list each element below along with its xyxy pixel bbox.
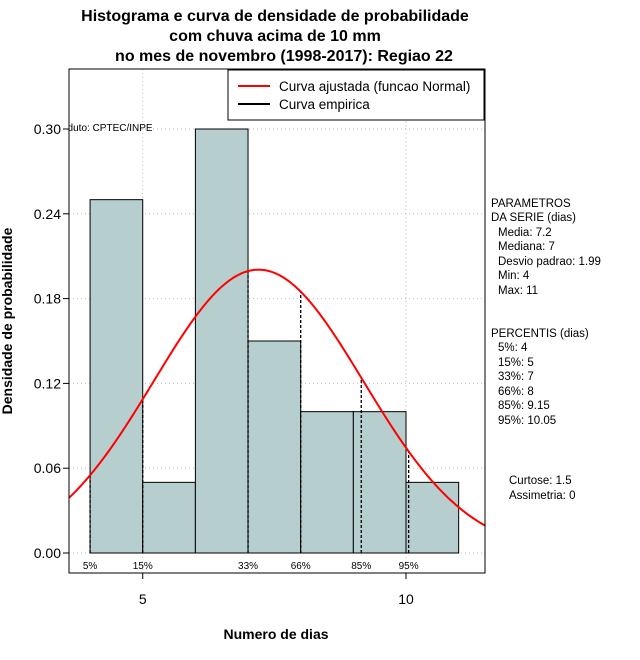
- chart-title-line-2: com chuva acima de 10 mm: [169, 28, 381, 45]
- y-tick-label: 0.30: [34, 121, 61, 137]
- source-label: Produto: CPTEC/INPE: [52, 123, 153, 134]
- param-desvio: Desvio padrao: 1.99: [498, 256, 601, 268]
- series-percentiles: PERCENTIS (dias) 5%: 4 15%: 5 33%: 7 66%…: [491, 328, 589, 427]
- percentile-85: 85%: 9.15: [498, 400, 550, 412]
- y-tick-label: 0.12: [34, 375, 61, 391]
- chart-title-line-3: no mes de novembro (1998-2017): Regiao 2…: [115, 48, 453, 65]
- curtose-label: Curtose: 1.5: [509, 475, 572, 487]
- percentile-label: 15%: [133, 561, 153, 572]
- param-media: Media: 7.2: [498, 227, 552, 239]
- y-tick-label: 0.06: [34, 460, 61, 476]
- x-tick-label: 10: [398, 591, 414, 607]
- axes: 0.00 0.06 0.12 0.18 0.24 0.30 5 10: [34, 121, 414, 607]
- legend-box: [227, 69, 485, 121]
- percentile-label: 5%: [83, 561, 98, 572]
- histogram-bar: [142, 481, 196, 554]
- y-axis-title: Densidade de probabilidade: [0, 227, 15, 414]
- params-title-1: PARAMETROS: [491, 198, 571, 210]
- percentile-label: 33%: [238, 561, 258, 572]
- params-title-2: DA SERIE (dias): [491, 212, 576, 224]
- x-tick-label: 5: [139, 591, 147, 607]
- normal-fit-curve: [69, 268, 485, 527]
- histogram-bars: [89, 128, 460, 554]
- percentile-15: 15%: 5: [498, 357, 534, 369]
- assimetria-label: Assimetria: 0: [509, 490, 575, 502]
- percentile-markers: 5% 15% 33% 66% 85% 95%: [83, 271, 419, 572]
- percentiles-title: PERCENTIS (dias): [491, 328, 589, 340]
- legend-label-fit: Curva ajustada (funcao Normal): [279, 79, 470, 94]
- y-tick-label: 0.18: [34, 291, 61, 307]
- histogram-bar: [89, 199, 144, 554]
- legend-label-empirical: Curva empirica: [279, 97, 370, 112]
- percentile-5: 5%: 4: [498, 342, 528, 354]
- y-tick-label: 0.24: [34, 206, 61, 222]
- histogram-bar: [247, 340, 302, 554]
- legend: Curva ajustada (funcao Normal) Curva emp…: [227, 69, 485, 121]
- percentile-label: 85%: [351, 561, 371, 572]
- histogram-bar: [405, 481, 460, 554]
- y-tick-label: 0.00: [34, 545, 61, 561]
- series-parameters: PARAMETROS DA SERIE (dias) Media: 7.2 Me…: [491, 198, 601, 297]
- param-mediana: Mediana: 7: [498, 241, 555, 253]
- histogram-bar: [194, 128, 249, 554]
- param-max: Max: 11: [498, 285, 538, 297]
- x-axis-title: Numero de dias: [223, 626, 328, 642]
- param-min: Min: 4: [498, 270, 530, 282]
- percentile-33: 33%: 7: [498, 371, 534, 383]
- chart-title-line-1: Histograma e curva de densidade de proba…: [81, 8, 469, 25]
- plot-frame: [68, 68, 486, 574]
- percentile-95: 95%: 10.05: [498, 415, 556, 427]
- percentile-66: 66%: 8: [498, 386, 534, 398]
- histogram-bar: [300, 411, 354, 554]
- percentile-label: 66%: [291, 561, 311, 572]
- percentile-label: 95%: [399, 561, 419, 572]
